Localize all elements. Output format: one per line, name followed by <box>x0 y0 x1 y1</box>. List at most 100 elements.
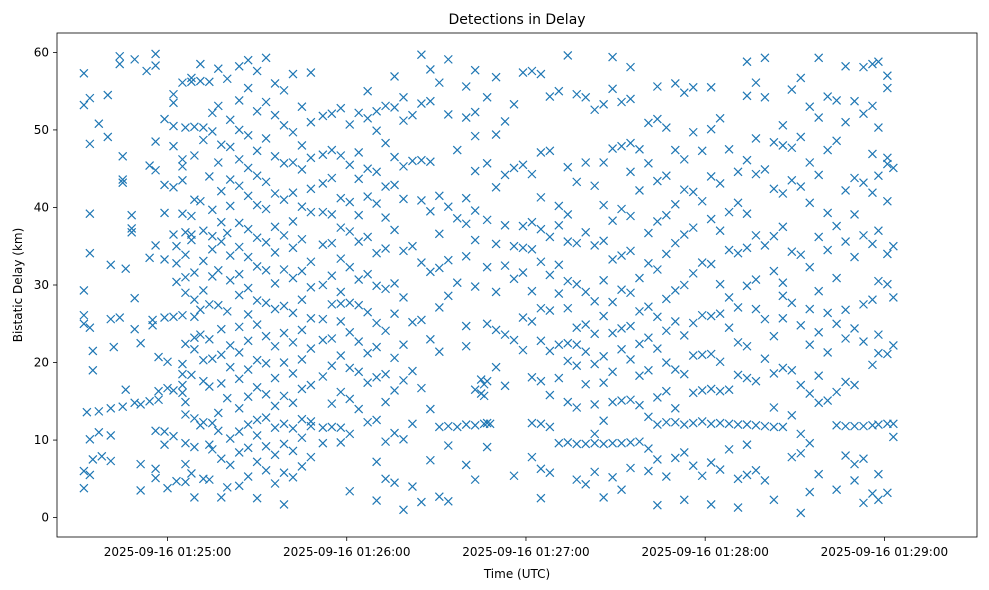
data-point <box>461 321 471 331</box>
data-point <box>443 255 453 265</box>
data-point <box>841 305 850 315</box>
data-point <box>527 286 537 296</box>
data-point <box>372 199 382 209</box>
data-point <box>742 155 752 165</box>
data-point <box>888 419 898 429</box>
data-point <box>581 92 591 102</box>
data-point <box>408 366 417 376</box>
data-point <box>288 188 298 198</box>
data-point <box>733 303 743 312</box>
data-point <box>222 228 232 238</box>
data-point <box>635 371 644 381</box>
data-point <box>545 346 555 356</box>
data-point <box>216 237 226 247</box>
data-point <box>381 101 390 111</box>
data-point <box>679 495 689 505</box>
data-point <box>706 259 716 269</box>
data-point <box>679 448 689 457</box>
data-point <box>372 281 382 291</box>
data-point <box>390 225 399 235</box>
data-point <box>518 160 528 170</box>
data-point <box>626 463 635 473</box>
data-point <box>805 158 815 167</box>
data-point <box>626 246 635 256</box>
data-point <box>554 86 564 96</box>
data-point <box>297 355 307 364</box>
data-point <box>261 134 271 143</box>
data-point <box>859 421 868 431</box>
data-point <box>106 314 116 324</box>
data-point <box>115 313 125 322</box>
data-point <box>399 375 408 385</box>
data-point <box>482 158 492 168</box>
data-point <box>169 98 178 108</box>
data-point <box>572 177 582 187</box>
data-point <box>617 396 626 405</box>
data-point <box>216 186 226 196</box>
data-point <box>118 178 128 188</box>
data-point <box>706 124 716 134</box>
data-point <box>652 114 662 124</box>
data-point <box>644 158 653 168</box>
data-point <box>733 370 743 380</box>
data-point <box>590 438 600 448</box>
data-point <box>79 68 89 78</box>
data-point <box>306 68 316 77</box>
data-point <box>850 96 859 106</box>
data-point <box>425 267 435 277</box>
data-point <box>189 333 199 343</box>
data-point <box>408 419 417 429</box>
data-point <box>461 251 471 261</box>
data-point <box>178 359 187 369</box>
data-point <box>599 378 609 388</box>
data-point <box>572 279 582 289</box>
data-point <box>527 452 537 462</box>
data-point <box>536 464 546 474</box>
y-tick-label: 60 <box>34 45 49 59</box>
data-point <box>261 358 271 368</box>
data-point <box>715 226 725 236</box>
data-point <box>154 395 163 405</box>
data-point <box>868 239 877 249</box>
data-point <box>554 260 564 270</box>
data-point <box>270 373 280 383</box>
data-point <box>661 358 671 367</box>
data-point <box>225 275 235 285</box>
data-point <box>234 448 244 457</box>
data-point <box>733 503 743 512</box>
data-point <box>751 78 761 88</box>
data-point <box>874 495 883 505</box>
data-point <box>850 323 859 333</box>
data-point <box>644 412 653 422</box>
data-point <box>841 117 850 127</box>
data-point <box>868 59 877 69</box>
data-point <box>461 82 471 91</box>
data-point <box>225 175 235 184</box>
y-tick-label: 30 <box>34 278 49 292</box>
data-point <box>243 420 253 429</box>
data-point <box>399 161 408 171</box>
data-point <box>688 82 698 92</box>
data-point <box>805 340 815 350</box>
data-point <box>163 483 172 493</box>
data-point <box>252 431 262 440</box>
data-point <box>79 310 89 320</box>
data-point <box>390 353 399 363</box>
data-point <box>85 470 95 480</box>
data-point <box>306 184 316 194</box>
data-point <box>805 438 815 448</box>
data-point <box>243 310 253 319</box>
data-point <box>572 475 582 485</box>
data-point <box>751 134 761 143</box>
data-point <box>434 78 444 88</box>
data-point <box>805 262 815 272</box>
data-point <box>670 453 680 463</box>
data-point <box>563 338 573 348</box>
data-point <box>178 209 187 219</box>
data-point <box>288 243 298 253</box>
data-point <box>178 78 187 88</box>
data-point <box>279 439 289 449</box>
data-point <box>706 384 716 394</box>
data-point <box>399 505 408 515</box>
data-point <box>661 249 671 259</box>
